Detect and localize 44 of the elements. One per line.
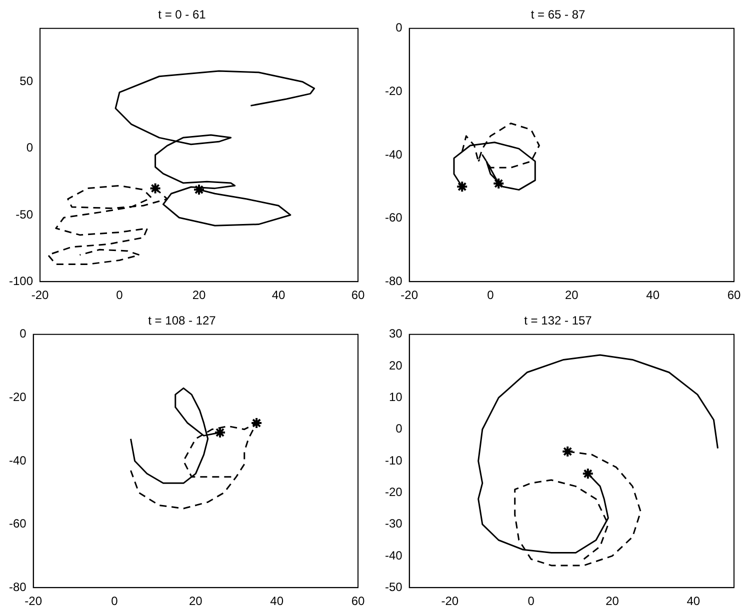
- x-tick-label: -20: [31, 288, 50, 302]
- y-tick-label: -10: [385, 453, 403, 468]
- y-tick-label: -20: [385, 484, 403, 499]
- y-tick-label: -40: [385, 147, 403, 162]
- x-tick-label: 20: [192, 288, 206, 302]
- y-tick-label: 20: [388, 358, 403, 372]
- x-tick-label: 0: [487, 288, 494, 302]
- y-tick-label: 0: [26, 140, 34, 155]
- x-tick-label: 60: [351, 288, 365, 302]
- y-tick-label: -30: [385, 516, 403, 531]
- y-tick-label: -60: [385, 210, 403, 225]
- y-tick-label: 10: [388, 390, 403, 404]
- x-tick-label: 40: [272, 288, 286, 302]
- y-tick-label: -80: [9, 580, 27, 594]
- x-tick-label: 40: [270, 594, 284, 608]
- y-tick-label: -80: [385, 274, 403, 288]
- y-tick-label: -40: [9, 453, 27, 468]
- y-tick-label: 0: [396, 422, 403, 436]
- chart-title: t = 132 - 157: [524, 314, 592, 328]
- x-tick-label: 0: [528, 594, 535, 608]
- x-tick-label: 0: [116, 288, 124, 302]
- chart-title: t = 65 - 87: [530, 8, 586, 22]
- y-tick-label: -40: [385, 548, 403, 562]
- y-tick-label: -100: [8, 274, 34, 288]
- x-tick-label: -20: [441, 594, 459, 608]
- y-tick-label: -50: [16, 207, 34, 222]
- y-tick-label: 0: [396, 20, 403, 35]
- x-tick-label: 40: [646, 288, 660, 302]
- y-tick-label: -20: [9, 390, 27, 404]
- y-tick-label: -60: [9, 516, 27, 531]
- y-tick-label: -20: [385, 84, 403, 98]
- y-tick-label: 0: [20, 326, 27, 341]
- x-tick-label: 60: [351, 594, 365, 608]
- chart-title: t = 0 - 61: [158, 8, 206, 22]
- x-tick-label: 20: [564, 288, 579, 302]
- chart-title: t = 108 - 127: [148, 314, 216, 328]
- y-tick-label: 50: [20, 74, 34, 88]
- x-tick-label: 60: [727, 288, 741, 302]
- y-tick-label: 30: [388, 326, 403, 341]
- y-tick-label: -50: [385, 580, 403, 594]
- x-tick-label: 40: [686, 594, 700, 608]
- x-tick-label: 20: [188, 594, 203, 608]
- x-tick-label: 20: [606, 594, 620, 608]
- x-tick-label: 0: [111, 594, 118, 608]
